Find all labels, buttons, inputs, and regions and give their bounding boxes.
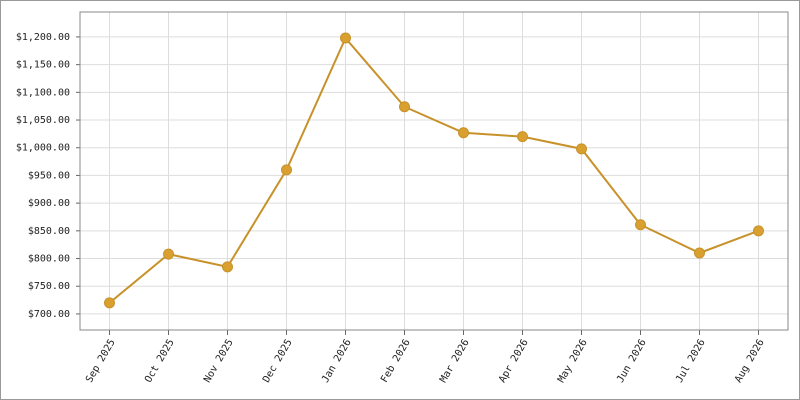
marker xyxy=(753,225,764,237)
plot-area xyxy=(79,11,789,331)
y-tick-label: $800.00 xyxy=(28,254,70,265)
marker xyxy=(694,247,705,259)
marker xyxy=(458,127,469,139)
marker xyxy=(517,131,528,143)
line xyxy=(108,36,759,304)
marker xyxy=(104,297,115,309)
y-tick-label: $950.00 xyxy=(28,170,70,181)
y-tick-label: $850.00 xyxy=(28,226,70,237)
y-tick-label: $1,150.00 xyxy=(16,60,70,71)
y-tick-label: $1,200.00 xyxy=(16,32,70,43)
marker xyxy=(281,164,292,176)
marker xyxy=(340,32,351,44)
y-tick-label: $1,100.00 xyxy=(16,87,70,98)
y-tick-label: $900.00 xyxy=(28,198,70,209)
marker xyxy=(222,261,233,273)
y-tick-label: $750.00 xyxy=(28,281,70,292)
marker xyxy=(576,143,587,155)
marker xyxy=(399,101,410,113)
marker xyxy=(635,219,646,231)
marker xyxy=(163,248,174,260)
y-tick-label: $1,050.00 xyxy=(16,115,70,126)
y-tick-label: $700.00 xyxy=(28,309,70,320)
y-tick-label: $1,000.00 xyxy=(16,143,70,154)
